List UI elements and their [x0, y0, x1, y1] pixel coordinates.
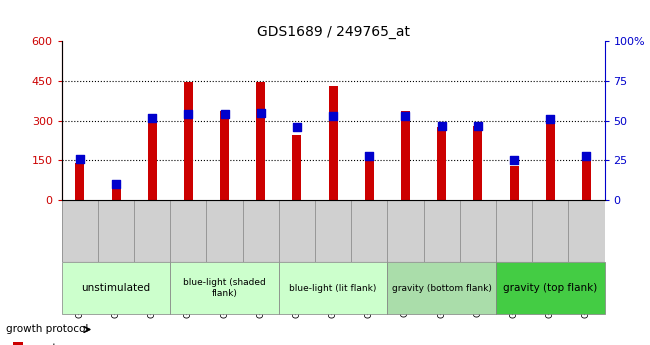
Point — [111, 181, 122, 187]
Bar — [365, 159, 374, 200]
Bar — [329, 86, 337, 200]
Bar — [148, 114, 157, 200]
Bar — [184, 82, 193, 200]
Bar — [437, 127, 446, 200]
FancyBboxPatch shape — [387, 262, 496, 314]
Point — [219, 112, 230, 117]
Text: gravity (bottom flank): gravity (bottom flank) — [392, 284, 491, 293]
Bar — [292, 135, 302, 200]
Bar — [75, 163, 84, 200]
Point — [292, 124, 302, 130]
FancyBboxPatch shape — [170, 262, 279, 314]
Point — [400, 113, 411, 119]
Bar — [256, 82, 265, 200]
Text: gravity (top flank): gravity (top flank) — [503, 283, 597, 293]
Point — [545, 116, 555, 122]
Text: blue-light (lit flank): blue-light (lit flank) — [289, 284, 377, 293]
Point — [183, 112, 194, 117]
Bar — [546, 116, 554, 200]
Point — [436, 123, 447, 128]
Text: blue-light (shaded
flank): blue-light (shaded flank) — [183, 278, 266, 298]
Point — [509, 158, 519, 163]
Bar — [473, 126, 482, 200]
Title: GDS1689 / 249765_at: GDS1689 / 249765_at — [257, 25, 410, 39]
Point — [473, 123, 483, 128]
Bar — [13, 342, 23, 345]
Point — [147, 115, 157, 120]
Point — [75, 156, 85, 161]
Text: growth protocol: growth protocol — [6, 325, 89, 334]
FancyBboxPatch shape — [279, 262, 387, 314]
Point — [328, 113, 338, 119]
Bar — [582, 159, 591, 200]
Text: count: count — [27, 343, 57, 345]
Bar — [220, 111, 229, 200]
Point — [364, 153, 374, 158]
Text: unstimulated: unstimulated — [81, 283, 151, 293]
Bar — [401, 111, 410, 200]
Bar — [112, 180, 120, 200]
Point — [255, 110, 266, 116]
FancyBboxPatch shape — [496, 262, 604, 314]
Bar — [510, 166, 519, 200]
Point — [581, 153, 592, 158]
FancyBboxPatch shape — [62, 262, 170, 314]
